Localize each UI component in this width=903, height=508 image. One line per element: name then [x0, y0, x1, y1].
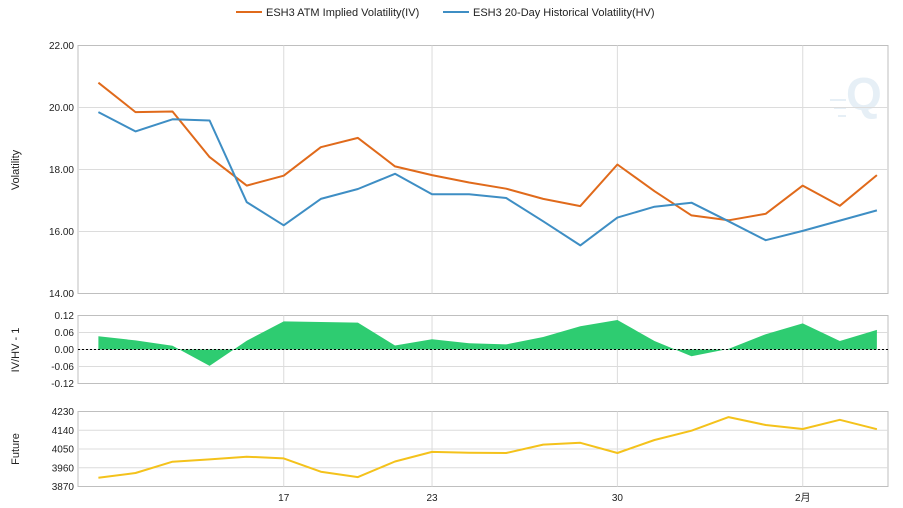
y-tick-label: 18.00 [49, 165, 74, 176]
y-tick-label: 20.00 [49, 103, 74, 114]
y-tick-label: 4140 [52, 426, 75, 437]
future-y-axis: 4230 4140 4050 3960 3870 [52, 407, 75, 493]
y-tick-label: 0.06 [55, 328, 75, 339]
ratio-y-axis: 0.12 0.06 0.00 -0.06 -0.12 [51, 311, 74, 390]
ratio-area [98, 320, 877, 366]
y-tick-label: 16.00 [49, 227, 74, 238]
volatility-axis-title: Volatility [10, 149, 22, 190]
q-logo-icon: Q [830, 68, 882, 120]
x-tick-label: 23 [426, 493, 438, 504]
y-tick-label: 0.12 [55, 311, 75, 322]
hv-line [97, 111, 878, 247]
y-tick-label: -0.06 [51, 362, 74, 373]
y-tick-label: -0.12 [51, 379, 74, 390]
future-line [98, 416, 878, 479]
volatility-panel: 22.00 20.00 18.00 16.00 14.00 Volatility [10, 41, 889, 300]
x-tick-label: 2月 [795, 492, 811, 504]
legend-label-hv: ESH3 20-Day Historical Volatility(HV) [473, 7, 655, 19]
y-tick-label: 14.00 [49, 289, 74, 300]
y-tick-label: 0.00 [55, 345, 75, 356]
legend-item-hv[interactable]: ESH3 20-Day Historical Volatility(HV) [443, 7, 655, 19]
iv-line [97, 81, 878, 222]
y-tick-label: 3960 [52, 463, 75, 474]
legend-label-iv: ESH3 ATM Implied Volatility(IV) [266, 7, 419, 19]
volatility-y-axis: 22.00 20.00 18.00 16.00 14.00 [49, 41, 74, 300]
y-tick-label: 4230 [52, 407, 75, 418]
legend-item-iv[interactable]: ESH3 ATM Implied Volatility(IV) [236, 7, 419, 19]
y-tick-label: 3870 [52, 482, 75, 493]
x-axis: 17 23 30 2月 [278, 492, 810, 504]
x-tick-label: 30 [612, 493, 624, 504]
y-tick-label: 22.00 [49, 41, 74, 52]
y-tick-label: 4050 [52, 445, 75, 456]
ratio-axis-title: IV/HV - 1 [10, 328, 22, 373]
ratio-panel: 0.12 0.06 0.00 -0.06 -0.12 IV/HV - 1 [10, 311, 889, 390]
x-tick-label: 17 [278, 493, 290, 504]
future-axis-title: Future [10, 433, 22, 465]
future-panel: 4230 4140 4050 3960 3870 Future [10, 407, 889, 493]
svg-text:Q: Q [846, 68, 882, 120]
legend: ESH3 ATM Implied Volatility(IV) ESH3 20-… [236, 7, 655, 19]
